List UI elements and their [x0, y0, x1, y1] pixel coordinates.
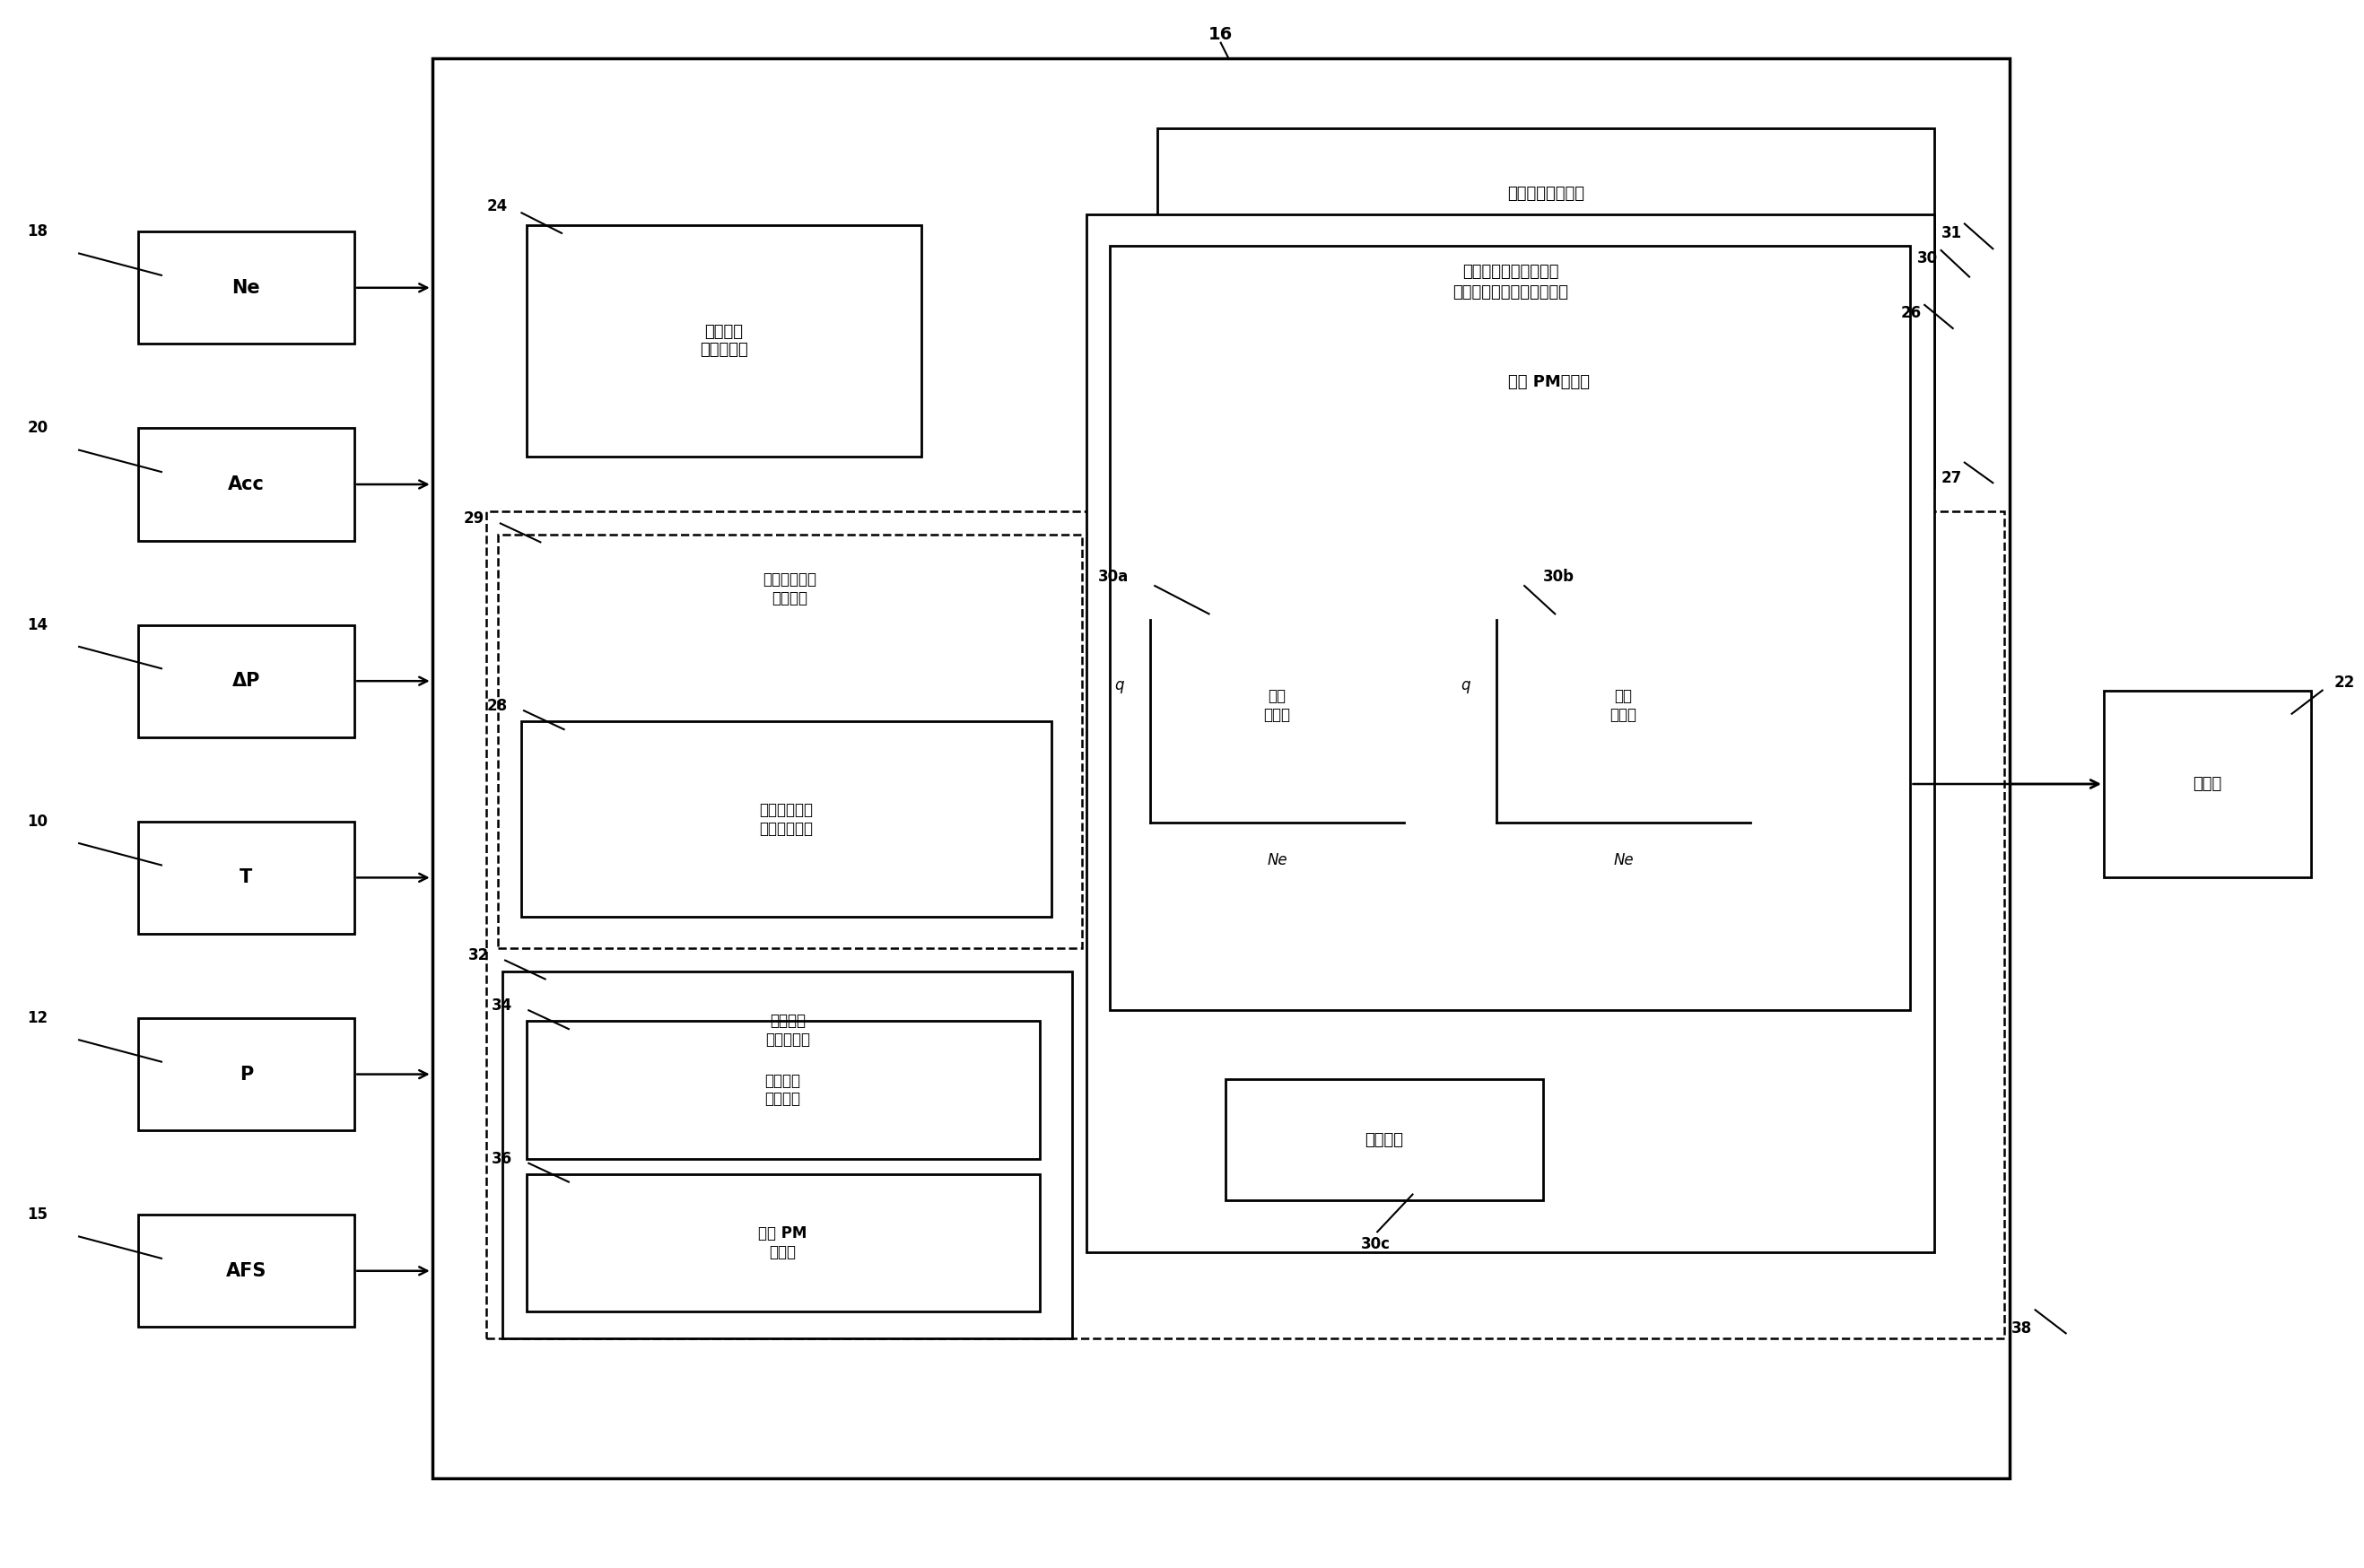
Text: 15: 15: [28, 1207, 47, 1223]
Text: T: T: [239, 869, 253, 886]
FancyBboxPatch shape: [2104, 690, 2310, 878]
Text: 确定启动强制再生: 确定启动强制再生: [1506, 187, 1584, 202]
FancyBboxPatch shape: [433, 58, 2009, 1479]
Text: ΔP: ΔP: [232, 673, 260, 690]
Text: 第二附加燃油控制装置: 第二附加燃油控制装置: [1461, 263, 1558, 281]
FancyBboxPatch shape: [137, 624, 355, 737]
Text: 14: 14: [28, 616, 47, 633]
Text: 38: 38: [2012, 1320, 2033, 1336]
FancyBboxPatch shape: [1203, 299, 1894, 464]
FancyBboxPatch shape: [527, 1174, 1040, 1311]
Text: 16: 16: [1208, 27, 1234, 44]
Text: 24: 24: [487, 199, 508, 215]
Text: 30: 30: [1917, 249, 1938, 267]
FancyBboxPatch shape: [1111, 246, 1910, 1010]
FancyBboxPatch shape: [137, 1018, 355, 1131]
Text: q: q: [1116, 677, 1125, 693]
Text: 18: 18: [28, 224, 47, 240]
FancyBboxPatch shape: [137, 428, 355, 541]
Text: 减量
映射表: 减量 映射表: [1610, 688, 1636, 723]
Text: 29: 29: [463, 511, 485, 527]
Text: 27: 27: [1941, 470, 1962, 486]
Text: AFS: AFS: [227, 1262, 267, 1279]
Text: q: q: [1461, 677, 1470, 693]
Text: 第一附加燃油
控制装置: 第一附加燃油 控制装置: [764, 571, 818, 607]
Text: 喷射器: 喷射器: [2191, 776, 2222, 792]
Text: Ne: Ne: [1267, 853, 1288, 869]
Text: 22: 22: [2333, 674, 2355, 690]
Text: 31: 31: [1941, 226, 1962, 241]
FancyBboxPatch shape: [137, 232, 355, 343]
Text: 36: 36: [492, 1151, 513, 1167]
Text: 切换装置: 切换装置: [1364, 1132, 1404, 1148]
Text: P: P: [239, 1065, 253, 1083]
FancyBboxPatch shape: [1158, 129, 1934, 488]
Text: 计算 PM
燃烧量: 计算 PM 燃烧量: [759, 1226, 806, 1261]
Text: Acc: Acc: [227, 475, 265, 494]
Text: 计算氧气
质量流量: 计算氧气 质量流量: [766, 1073, 801, 1107]
Text: 10: 10: [28, 814, 47, 829]
Text: 确定强制
再生的终止: 确定强制 再生的终止: [766, 1013, 811, 1047]
Text: 32: 32: [468, 947, 489, 964]
Text: 主燃油喷
射量的设置: 主燃油喷 射量的设置: [700, 323, 747, 358]
FancyBboxPatch shape: [137, 822, 355, 935]
Text: 增量
映射表: 增量 映射表: [1265, 688, 1291, 723]
FancyBboxPatch shape: [527, 1021, 1040, 1159]
Text: Ne: Ne: [232, 279, 260, 296]
Text: 30b: 30b: [1544, 568, 1574, 585]
Text: 第二附加燃油喷射量的设置: 第二附加燃油喷射量的设置: [1451, 284, 1567, 301]
FancyBboxPatch shape: [1087, 215, 1934, 1253]
Text: 估计 PM沉积量: 估计 PM沉积量: [1508, 375, 1591, 390]
FancyBboxPatch shape: [522, 721, 1052, 917]
FancyBboxPatch shape: [1225, 1079, 1544, 1201]
Text: 34: 34: [492, 997, 513, 1013]
Text: 12: 12: [28, 1010, 47, 1025]
FancyBboxPatch shape: [137, 1215, 355, 1327]
Text: 30a: 30a: [1099, 568, 1130, 585]
FancyBboxPatch shape: [527, 226, 922, 456]
FancyBboxPatch shape: [504, 971, 1073, 1338]
Text: 26: 26: [1901, 304, 1922, 321]
Text: 第一附加燃油
喷射量的设置: 第一附加燃油 喷射量的设置: [759, 801, 813, 836]
Text: 20: 20: [28, 420, 47, 436]
Text: 30c: 30c: [1362, 1236, 1390, 1253]
Text: 28: 28: [487, 698, 508, 713]
Text: Ne: Ne: [1612, 853, 1634, 869]
